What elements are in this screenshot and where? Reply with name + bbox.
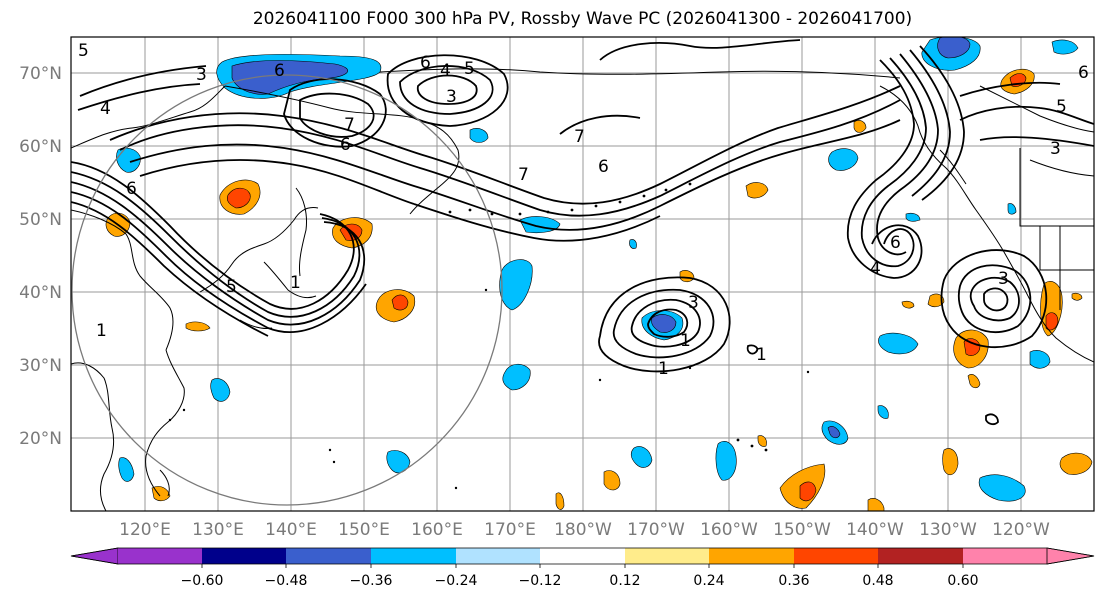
lon-label-120e: 120°E xyxy=(119,520,171,540)
lon-label-130w: 130°W xyxy=(919,520,977,540)
lon-label-120w: 120°W xyxy=(992,520,1050,540)
contour-label: 3 xyxy=(998,269,1009,289)
lon-label-170e: 170°E xyxy=(484,520,536,540)
lat-label-70n: 70°N xyxy=(19,64,62,84)
contour-label: 6 xyxy=(274,61,285,81)
coastlines xyxy=(71,68,1094,511)
contour-label: 3 xyxy=(1050,139,1061,159)
contour-label: 3 xyxy=(196,65,207,85)
colorbar-swatch xyxy=(286,548,371,564)
contour-label: 4 xyxy=(870,259,881,279)
pv-anomaly-fills xyxy=(105,37,1093,511)
colorbar-tick-label: 0.12 xyxy=(609,573,640,589)
colorbar-swatch xyxy=(540,548,625,564)
colorbar-tick-label: 0.60 xyxy=(947,573,978,589)
colorbar-tick-label: 0.48 xyxy=(862,573,893,589)
colorbar-swatch xyxy=(118,548,202,564)
colorbar-swatch xyxy=(878,548,963,564)
contour-label: 1 xyxy=(680,331,691,351)
contour-label-layer: 5 3 4 6 6 4 5 3 6 7 7 6 6 5 3 7 6 6 4 3 … xyxy=(78,41,1089,379)
contour-label: 5 xyxy=(1056,97,1067,117)
colorbar-tick-label: 0.24 xyxy=(693,573,724,589)
contour-label: 3 xyxy=(688,293,699,313)
contour-label: 6 xyxy=(420,53,431,73)
contour-label: 4 xyxy=(100,99,111,119)
contour-label: 1 xyxy=(658,359,669,379)
contour-label: 7 xyxy=(518,165,529,185)
colorbar-tick-label: −0.60 xyxy=(181,573,224,589)
lon-label-160w: 160°W xyxy=(700,520,758,540)
colorbar-swatch xyxy=(202,548,286,564)
contour-label: 5 xyxy=(226,277,237,297)
lon-label-140w: 140°W xyxy=(846,520,904,540)
colorbar-tick-label: 0.36 xyxy=(778,573,809,589)
contour-label: 6 xyxy=(890,233,901,253)
map-frame xyxy=(70,36,1095,512)
colorbar-swatch xyxy=(963,548,1047,564)
colorbar-swatch xyxy=(371,548,456,564)
colorbar-over-arrow xyxy=(1046,547,1095,565)
latitude-labels: 70°N 60°N 50°N 40°N 30°N 20°N xyxy=(19,64,62,449)
colorbar-swatch xyxy=(794,548,878,564)
lon-label-160e: 160°E xyxy=(411,520,463,540)
contour-label: 7 xyxy=(344,115,355,135)
contour-label: 5 xyxy=(464,59,475,79)
map-title: 2026041100 F000 300 hPa PV, Rossby Wave … xyxy=(252,9,913,29)
lat-label-20n: 20°N xyxy=(19,429,62,449)
lat-label-40n: 40°N xyxy=(19,283,62,303)
colorbar-tick-label: −0.12 xyxy=(519,573,562,589)
colorbar: −0.60 −0.48 −0.36 −0.24 −0.12 0.12 0.24 … xyxy=(70,547,1095,589)
pv-contours xyxy=(71,39,1094,426)
contour-label: 6 xyxy=(340,135,351,155)
contour-label: 3 xyxy=(446,87,457,107)
lon-label-150w: 150°W xyxy=(773,520,831,540)
lon-label-150e: 150°E xyxy=(338,520,390,540)
colorbar-swatch xyxy=(456,548,540,564)
contour-label: 7 xyxy=(574,127,585,147)
colorbar-tick-label: −0.36 xyxy=(350,573,393,589)
contour-label: 1 xyxy=(290,273,301,293)
colorbar-swatch xyxy=(625,548,709,564)
lon-label-180w: 180°W xyxy=(554,520,612,540)
colorbar-under-arrow xyxy=(70,547,119,565)
contour-label: 1 xyxy=(756,345,767,365)
colorbar-swatch xyxy=(709,548,794,564)
radius-circle xyxy=(71,74,503,506)
contour-label: 1 xyxy=(96,321,107,341)
contour-label: 6 xyxy=(126,179,137,199)
contour-label: 5 xyxy=(78,41,89,61)
longitude-labels: 120°E 130°E 140°E 150°E 160°E 170°E 180°… xyxy=(119,520,1050,540)
contour-label: 4 xyxy=(440,61,451,81)
lon-label-170w: 170°W xyxy=(627,520,685,540)
colorbar-tick-label: −0.24 xyxy=(435,573,478,589)
lat-label-30n: 30°N xyxy=(19,356,62,376)
contour-label: 6 xyxy=(598,157,609,177)
lon-label-140e: 140°E xyxy=(265,520,317,540)
island-dots xyxy=(168,182,810,490)
contour-label: 6 xyxy=(1078,63,1089,83)
lat-label-60n: 60°N xyxy=(19,137,62,157)
lon-label-130e: 130°E xyxy=(192,520,244,540)
lat-label-50n: 50°N xyxy=(19,210,62,230)
colorbar-tick-label: −0.48 xyxy=(265,573,308,589)
